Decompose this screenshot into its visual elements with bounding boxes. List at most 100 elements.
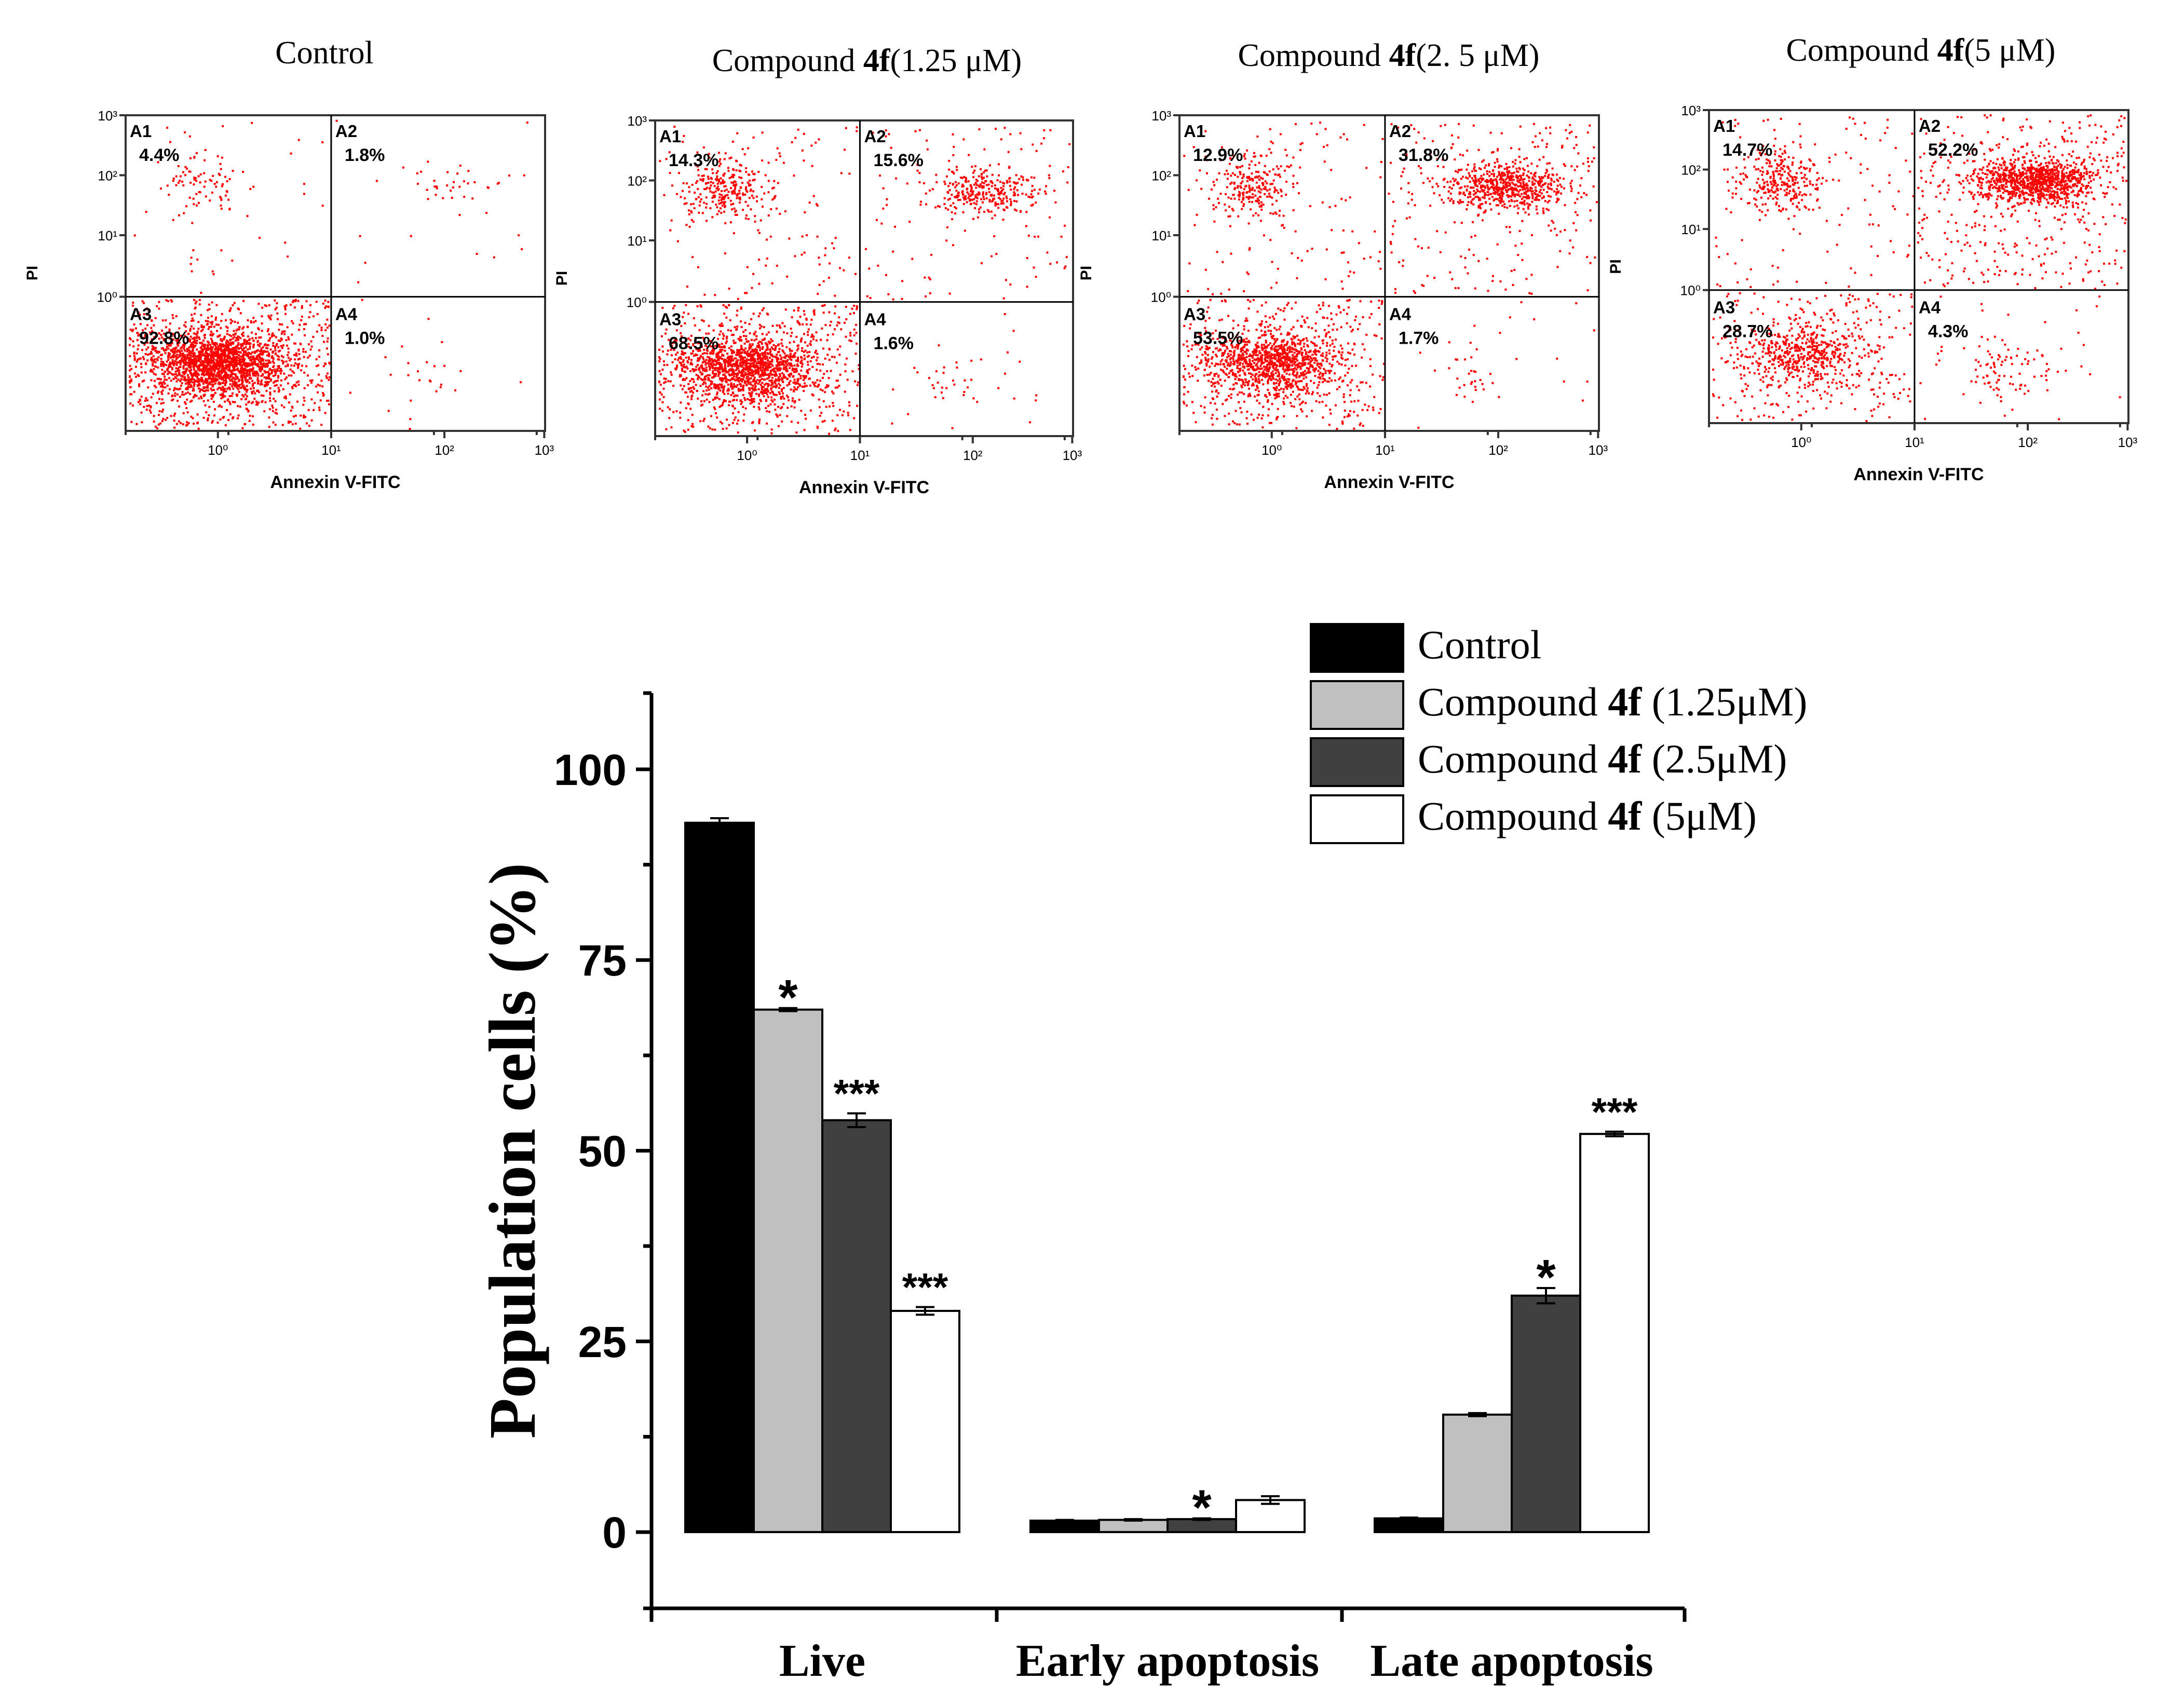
- legend-label: Compound 4f (1.25μM): [1418, 679, 1807, 724]
- flow-panel-2: Compound 4f(1.25 μM) 10⁰ 10¹ 10² 10³ 10³ 10² 10…: [553, 43, 1082, 497]
- significance-marker: *: [1192, 1480, 1212, 1536]
- flow-xtick-label: 10¹: [1375, 442, 1395, 458]
- flow-y-axis-label: PI: [1607, 259, 1624, 274]
- quadrant-name-a1: A1: [1184, 121, 1205, 141]
- flow-panel-title: Compound 4f(1.25 μM): [712, 43, 1022, 78]
- flow-panel-title-title_prefix: Control: [275, 35, 373, 71]
- flow-panel-title-title_bold: 4f: [863, 43, 891, 78]
- quadrant-percent-a3: 92.8%: [139, 329, 189, 348]
- legend-label-name_bold: 4f: [1608, 736, 1642, 781]
- flow-plot-frame: [1708, 109, 2129, 424]
- legend-label-name_suffix: (5μM): [1642, 793, 1757, 838]
- flow-xtick-label: 10³: [1063, 448, 1082, 463]
- legend-swatch: [1310, 680, 1404, 730]
- legend-label-name_bold: 4f: [1608, 679, 1642, 724]
- flow-xtick-label: 10³: [1589, 442, 1608, 458]
- significance-marker: *: [778, 970, 798, 1025]
- flow-xtick-label: 10³: [2118, 435, 2138, 450]
- flow-dots: [1183, 121, 1598, 430]
- flow-xtick-label: 10²: [963, 448, 983, 463]
- bar-category-label: Early apoptosis: [1016, 1636, 1319, 1686]
- bar-ytick-label: 25: [578, 1318, 627, 1366]
- flow-panel-title-title_prefix: Compound: [712, 43, 863, 78]
- quadrant-percent-a4: 1.6%: [873, 334, 914, 354]
- flow-ytick-label: 10⁰: [1680, 283, 1701, 299]
- flow-xtick-label: 10¹: [1905, 435, 1924, 450]
- flow-ytick-label: 10³: [1681, 103, 1701, 118]
- legend-label-name_suffix: (2.5μM): [1642, 736, 1787, 781]
- quadrant-name-a1: A1: [1713, 116, 1735, 136]
- flow-xtick-label: 10²: [2018, 435, 2038, 450]
- quadrant-percent-a3: 28.7%: [1722, 322, 1772, 342]
- quadrant-name-a4: A4: [864, 310, 886, 329]
- flow-dot-cloud: [129, 119, 528, 430]
- legend-label: Compound 4f (2.5μM): [1418, 736, 1787, 781]
- quadrant-percent-a4: 1.0%: [345, 329, 385, 348]
- quadrant-name-a4: A4: [335, 305, 358, 324]
- flow-ytick-label: 10⁰: [97, 290, 117, 305]
- bar-1-1: [684, 821, 755, 1534]
- flow-panel-3: Compound 4f(2. 5 μM) 10⁰ 10¹ 10² 10³ 10³ 10² 10…: [1078, 38, 1608, 492]
- flow-ytick-label: 10¹: [1681, 222, 1701, 237]
- quadrant-name-a1: A1: [659, 127, 681, 146]
- quadrant-percent-a1: 4.4%: [139, 145, 180, 165]
- flow-ytick-label: 10¹: [627, 233, 647, 249]
- quadrant-percent-a1: 12.9%: [1193, 145, 1243, 165]
- flow-xtick-label: 10¹: [321, 442, 341, 458]
- quadrant-name-a4: A4: [1389, 305, 1412, 324]
- flow-panel-title-title_bold: 4f: [1389, 38, 1417, 73]
- legend-label-name_bold: 4f: [1608, 793, 1642, 838]
- quadrant-percent-a3: 68.5%: [669, 334, 718, 354]
- flow-xtick-label: 10²: [1488, 442, 1508, 458]
- bar-ytick-label: 0: [602, 1508, 627, 1557]
- legend-label-name_prefix: Compound: [1418, 736, 1608, 781]
- bar-category-label: Late apoptosis: [1370, 1636, 1653, 1686]
- bar-4-2: [1235, 1499, 1306, 1534]
- bar-3-3: [1511, 1294, 1581, 1534]
- bar-ytick-label: 100: [554, 746, 627, 794]
- flow-panel-title-title_prefix: Compound: [1238, 38, 1389, 73]
- flow-plot-frame: [1178, 114, 1600, 432]
- significance-marker: ***: [902, 1266, 948, 1310]
- bar-4-3: [1579, 1133, 1650, 1534]
- flow-panel-title-title_bold: 4f: [1937, 33, 1965, 68]
- flow-panel-title-title_suffix: (5 μM): [1964, 33, 2055, 68]
- legend-label-name_prefix: Compound: [1418, 793, 1608, 838]
- flow-ytick-label: 10⁰: [627, 295, 647, 310]
- flow-y-axis-label: PI: [553, 271, 571, 286]
- flow-xtick-label: 10¹: [850, 448, 870, 463]
- quadrant-percent-a3: 53.5%: [1193, 329, 1243, 348]
- flow-ytick-label: 10³: [627, 113, 647, 129]
- flow-cytometry-panels: Control 10⁰ 10¹ 10² 10³ 10³ 10² 10¹ 10⁰ Annexin V…: [24, 33, 2138, 497]
- quadrant-name-a3: A3: [1184, 305, 1205, 324]
- legend-label-name_prefix: Compound: [1418, 679, 1608, 724]
- flow-ytick-label: 10³: [98, 108, 117, 124]
- flow-plot-frame: [654, 119, 1074, 437]
- bar-2-2: [1098, 1519, 1169, 1534]
- flow-ytick-label: 10³: [1151, 108, 1171, 124]
- flow-x-axis-label: Annexin V-FITC: [270, 472, 400, 492]
- flow-panel-1: Control 10⁰ 10¹ 10² 10³ 10³ 10² 10¹ 10⁰ Annexin V…: [24, 35, 554, 492]
- flow-y-axis-label: PI: [24, 266, 41, 280]
- significance-marker: *: [1536, 1250, 1556, 1305]
- legend-label: Control: [1418, 622, 1541, 667]
- legend-swatch: [1310, 794, 1404, 844]
- flow-dot-cloud: [1183, 121, 1598, 430]
- flow-panel-4: Compound 4f(5 μM) 10⁰ 10¹ 10² 10³ 10³ 10² 10¹ 10…: [1607, 33, 2138, 484]
- flow-ytick-label: 10²: [1151, 168, 1171, 184]
- flow-panel-title: Compound 4f(2. 5 μM): [1238, 38, 1540, 73]
- flow-ytick-label: 10¹: [1151, 228, 1171, 243]
- bar-1-3: [1374, 1517, 1444, 1534]
- quadrant-percent-a1: 14.7%: [1722, 140, 1772, 160]
- flow-x-axis-label: Annexin V-FITC: [799, 478, 929, 497]
- quadrant-name-a1: A1: [130, 121, 152, 141]
- quadrant-name-a3: A3: [659, 310, 681, 329]
- flow-dots: [1712, 114, 2127, 422]
- flow-panel-title-title_suffix: (2. 5 μM): [1416, 38, 1539, 73]
- flow-dots: [658, 126, 1071, 435]
- bar-ytick-label: 50: [578, 1127, 627, 1176]
- quadrant-name-a2: A2: [864, 127, 886, 146]
- legend-swatch: [1310, 737, 1404, 787]
